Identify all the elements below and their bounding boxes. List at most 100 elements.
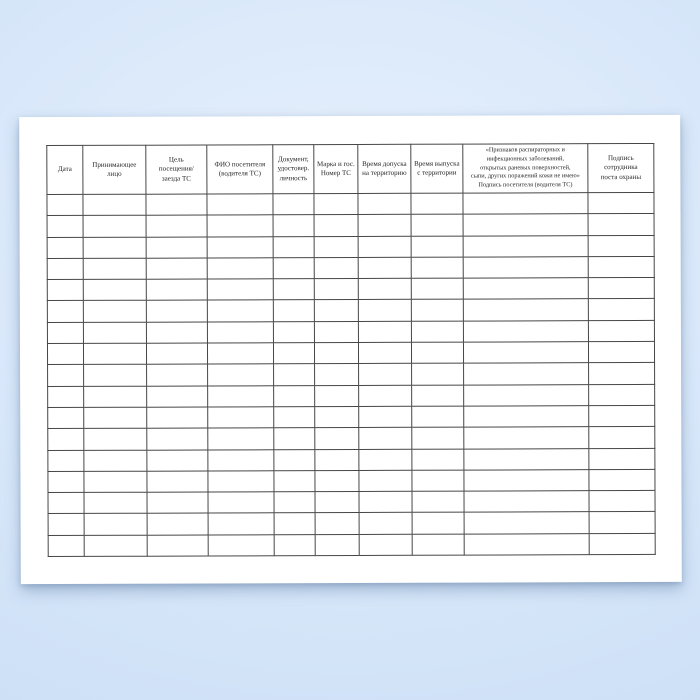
col-header-exit-time: Время выпуска с территории [410, 144, 463, 194]
table-cell [208, 534, 275, 557]
table-cell [314, 214, 359, 237]
table-cell [47, 364, 84, 387]
table-cell [273, 214, 315, 237]
table-row [47, 362, 655, 387]
table-cell [207, 342, 274, 365]
table-cell [207, 321, 274, 344]
table-cell [47, 449, 84, 472]
header-row: Дата Принимающее лицо Цель посещения/ за… [46, 143, 654, 195]
table-cell [273, 470, 315, 492]
table-cell [411, 363, 464, 385]
table-cell [589, 533, 656, 555]
table-cell [588, 426, 655, 449]
table-cell [411, 299, 464, 322]
table-cell [273, 427, 315, 450]
table-cell [358, 406, 412, 428]
table-cell [146, 343, 208, 365]
table-cell [47, 471, 84, 493]
table-cell [146, 215, 208, 237]
table-cell [273, 321, 315, 343]
table-cell [588, 277, 655, 300]
document-page: Дата Принимающее лицо Цель посещения/ за… [19, 114, 682, 585]
table-cell [207, 385, 274, 407]
table-cell [273, 257, 315, 279]
col-header-date: Дата [46, 145, 83, 195]
table-cell [314, 470, 359, 492]
table-cell [411, 256, 464, 279]
table-cell [47, 428, 84, 451]
table-cell [314, 449, 359, 471]
table-cell [47, 492, 85, 515]
table-cell [272, 193, 315, 216]
table-cell [358, 448, 412, 471]
table-row [47, 256, 655, 280]
table-cell [411, 469, 464, 492]
table-cell [83, 343, 147, 365]
table-cell [46, 194, 84, 216]
table-cell [412, 533, 465, 556]
table-cell [207, 236, 274, 258]
table-cell [83, 279, 147, 301]
table-cell [410, 193, 464, 215]
table-cell [84, 513, 148, 536]
table-cell [83, 407, 147, 429]
table-cell [358, 214, 412, 237]
table-cell [463, 490, 590, 513]
table-cell [207, 278, 274, 301]
visitor-log-table: Дата Принимающее лицо Цель посещения/ за… [46, 143, 656, 557]
table-cell [411, 427, 464, 449]
table-cell [83, 364, 147, 387]
col-header-guard-signature: Подпись сотрудника поста охраны [587, 143, 654, 193]
table-cell [314, 363, 359, 386]
table-cell [273, 364, 315, 386]
table-cell [411, 320, 464, 343]
table-cell [463, 256, 589, 279]
table-cell [146, 364, 208, 386]
table-cell [588, 256, 655, 278]
table-cell [411, 214, 464, 236]
table-row [47, 320, 655, 344]
table-row [47, 298, 655, 323]
table-cell [208, 513, 275, 535]
table-cell [83, 321, 147, 344]
table-cell [273, 278, 315, 301]
col-header-visitor-name: ФИО посетителя (водителя ТС) [206, 144, 273, 195]
table-cell [358, 384, 412, 407]
table-cell [47, 279, 84, 302]
table-cell [207, 215, 274, 237]
table-cell [411, 448, 464, 471]
table-cell [588, 235, 655, 257]
table-cell [314, 299, 359, 322]
table-cell [588, 213, 655, 236]
table-body [46, 192, 656, 557]
table-cell [588, 405, 655, 427]
table-cell [274, 534, 316, 556]
table-cell [83, 236, 147, 259]
table-cell [84, 534, 148, 557]
table-cell [359, 512, 413, 535]
table-cell [83, 449, 147, 472]
table-cell [588, 448, 655, 470]
table-cell [314, 236, 359, 258]
table-cell [47, 300, 84, 323]
table-cell [83, 385, 147, 408]
table-cell [147, 534, 209, 557]
table-cell [146, 470, 208, 493]
table-cell [314, 385, 359, 407]
table-cell [314, 278, 359, 301]
table-cell [463, 426, 589, 449]
table-cell [207, 428, 274, 450]
table-cell [207, 491, 275, 514]
table-cell [273, 236, 315, 258]
table-cell [411, 235, 464, 258]
table-cell [358, 278, 412, 300]
table-cell [588, 298, 655, 321]
table-cell [207, 449, 274, 471]
table-cell [146, 236, 208, 259]
table-cell [463, 363, 589, 385]
col-header-health-declaration-signature: «Признаков распираторных и инфекционных … [462, 143, 588, 194]
table-cell [273, 449, 315, 471]
table-cell [315, 512, 360, 535]
table-row [47, 448, 655, 472]
